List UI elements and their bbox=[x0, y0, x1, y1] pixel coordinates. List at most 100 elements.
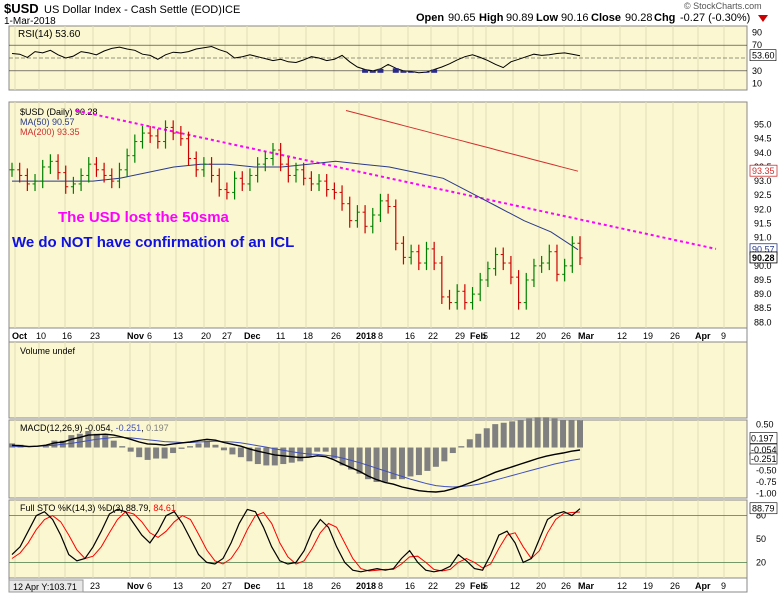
macd-histogram-bar bbox=[339, 447, 346, 466]
high-label: High bbox=[479, 12, 504, 24]
rsi-label: RSI(14) 53.60 bbox=[18, 29, 81, 40]
macd-histogram-bar bbox=[331, 447, 338, 459]
time-tick-label: 5 bbox=[483, 331, 488, 341]
svg-text:Full STO %K(14,3) %D(3) 88.79,: Full STO %K(14,3) %D(3) 88.79, 84.61 bbox=[20, 503, 176, 513]
macd-histogram-bar bbox=[76, 433, 83, 448]
time-tick-label: 26 bbox=[331, 331, 341, 341]
macd-histogram-bar bbox=[560, 420, 567, 448]
time-tick-label: 12 bbox=[510, 331, 520, 341]
chg-label: Chg bbox=[654, 12, 675, 24]
macd-histogram-bar bbox=[314, 447, 321, 452]
time-tick-label: Dec bbox=[244, 581, 261, 591]
macd-histogram-bar bbox=[187, 446, 194, 448]
macd-histogram-bar bbox=[93, 433, 100, 448]
time-tick-label: 12 bbox=[510, 581, 520, 591]
rsi-value-tag bbox=[749, 49, 777, 61]
price-value-tag-text: 90.57 bbox=[752, 245, 775, 255]
time-tick-label: 23 bbox=[90, 331, 100, 341]
macd-value-tag bbox=[749, 452, 778, 465]
macd-histogram-bar bbox=[458, 446, 465, 448]
macd-histogram-bar bbox=[195, 443, 202, 448]
price-value-tag bbox=[749, 251, 778, 264]
time-tick-label: Apr bbox=[695, 581, 711, 591]
time-tick-label: 13 bbox=[173, 581, 183, 591]
macd-hist-value: 0.197 bbox=[146, 423, 169, 433]
macd-label: MACD(12,26,9) bbox=[20, 423, 83, 433]
macd-histogram-bar bbox=[365, 447, 372, 480]
macd-histogram-bar bbox=[373, 447, 380, 482]
macd-tick-label: -0.75 bbox=[756, 477, 777, 487]
tooltip-text: 12 Apr Y:103.71 bbox=[13, 582, 77, 592]
macd-histogram-bar bbox=[415, 447, 422, 476]
macd-histogram-bar bbox=[382, 447, 389, 482]
time-tick-label: 11 bbox=[276, 581, 285, 591]
low-label: Low bbox=[536, 12, 558, 24]
time-tick-label: 9 bbox=[721, 581, 726, 591]
macd-tick-label: 0.50 bbox=[756, 420, 774, 430]
time-tick-label: 22 bbox=[428, 331, 438, 341]
macd-histogram-bar bbox=[178, 447, 185, 449]
macd-value-tag bbox=[749, 432, 778, 444]
time-tick-label: 16 bbox=[62, 331, 72, 341]
macd-histogram-bar bbox=[348, 447, 355, 470]
time-tick-label: 23 bbox=[90, 581, 100, 591]
time-tick-label: Dec bbox=[244, 331, 261, 341]
macd-histogram-bar bbox=[161, 447, 168, 459]
vertical-grid bbox=[14, 26, 725, 578]
time-tick-label: 2018 bbox=[356, 331, 376, 341]
time-tick-label: 26 bbox=[561, 331, 571, 341]
price-tick-label: 93.0 bbox=[754, 176, 772, 186]
time-tick-label: 2018 bbox=[356, 581, 376, 591]
macd-signal-line bbox=[12, 436, 581, 488]
macd-tick-label: -0.50 bbox=[756, 465, 777, 475]
price-tick-label: 94.5 bbox=[754, 134, 772, 144]
sto-k-line bbox=[11, 508, 581, 573]
rsi-tick-label: 70 bbox=[752, 40, 762, 50]
macd-histogram-bar bbox=[432, 447, 439, 467]
time-tick-label: 16 bbox=[405, 581, 415, 591]
price-tick-label: 95.0 bbox=[754, 120, 772, 130]
time-tick-label: Feb bbox=[470, 331, 487, 341]
chg-value: -0.27 (-0.30%) bbox=[680, 12, 750, 24]
time-tick-label: 20 bbox=[201, 581, 211, 591]
time-tick-label: 20 bbox=[201, 331, 211, 341]
price-tick-label: 91.0 bbox=[754, 233, 772, 243]
time-tick-label: 29 bbox=[455, 331, 465, 341]
high-value: 90.89 bbox=[506, 12, 534, 24]
close-value: 90.28 bbox=[625, 12, 653, 24]
time-tick-label: 18 bbox=[303, 581, 313, 591]
time-tick-label: Oct bbox=[12, 331, 27, 341]
svg-text:MACD(12,26,9) -0.054, -0.251,: MACD(12,26,9) -0.054, -0.251, 0.197 bbox=[20, 423, 169, 433]
time-tick-label: Nov bbox=[127, 331, 144, 341]
tooltip-box bbox=[8, 579, 84, 593]
macd-histogram-bar bbox=[246, 447, 253, 462]
macd-histogram-bar bbox=[543, 417, 550, 448]
price-tick-label: 90.0 bbox=[754, 261, 772, 271]
macd-histogram-bar bbox=[42, 446, 49, 448]
price-value-tag bbox=[749, 164, 778, 177]
macd-histogram-bar bbox=[534, 417, 541, 448]
time-tick-label: 22 bbox=[428, 581, 438, 591]
macd-histogram-bar bbox=[68, 435, 75, 448]
macd-histogram-bar bbox=[509, 421, 516, 448]
chart-header: $USD US Dollar Index - Cash Settle (EOD)… bbox=[4, 1, 768, 27]
time-tick-label: 20 bbox=[536, 331, 546, 341]
rsi-tick-label: 90 bbox=[752, 27, 762, 37]
macd-histogram-bar bbox=[305, 447, 312, 458]
rsi-oversold-fill bbox=[408, 71, 415, 73]
symbol: $USD bbox=[4, 1, 39, 16]
resistance-trendline bbox=[75, 109, 717, 250]
time-tick-label: 16 bbox=[405, 331, 415, 341]
macd-histogram-bar bbox=[220, 447, 227, 451]
time-tick-label: 5 bbox=[483, 581, 488, 591]
sto-d-line bbox=[11, 511, 581, 572]
macd-panel-content: MACD(12,26,9) -0.054, -0.251, 0.197 0.50… bbox=[9, 417, 778, 498]
macd-value-tag-text: -0.054 bbox=[751, 445, 777, 455]
time-tick-label: 19 bbox=[643, 581, 653, 591]
rsi-oversold-fill bbox=[392, 68, 399, 73]
time-tick-label: 12 bbox=[617, 581, 627, 591]
rsi-oversold-fill bbox=[431, 69, 438, 73]
time-tick-label: Apr bbox=[695, 331, 711, 341]
time-tick-label: 11 bbox=[276, 331, 285, 341]
